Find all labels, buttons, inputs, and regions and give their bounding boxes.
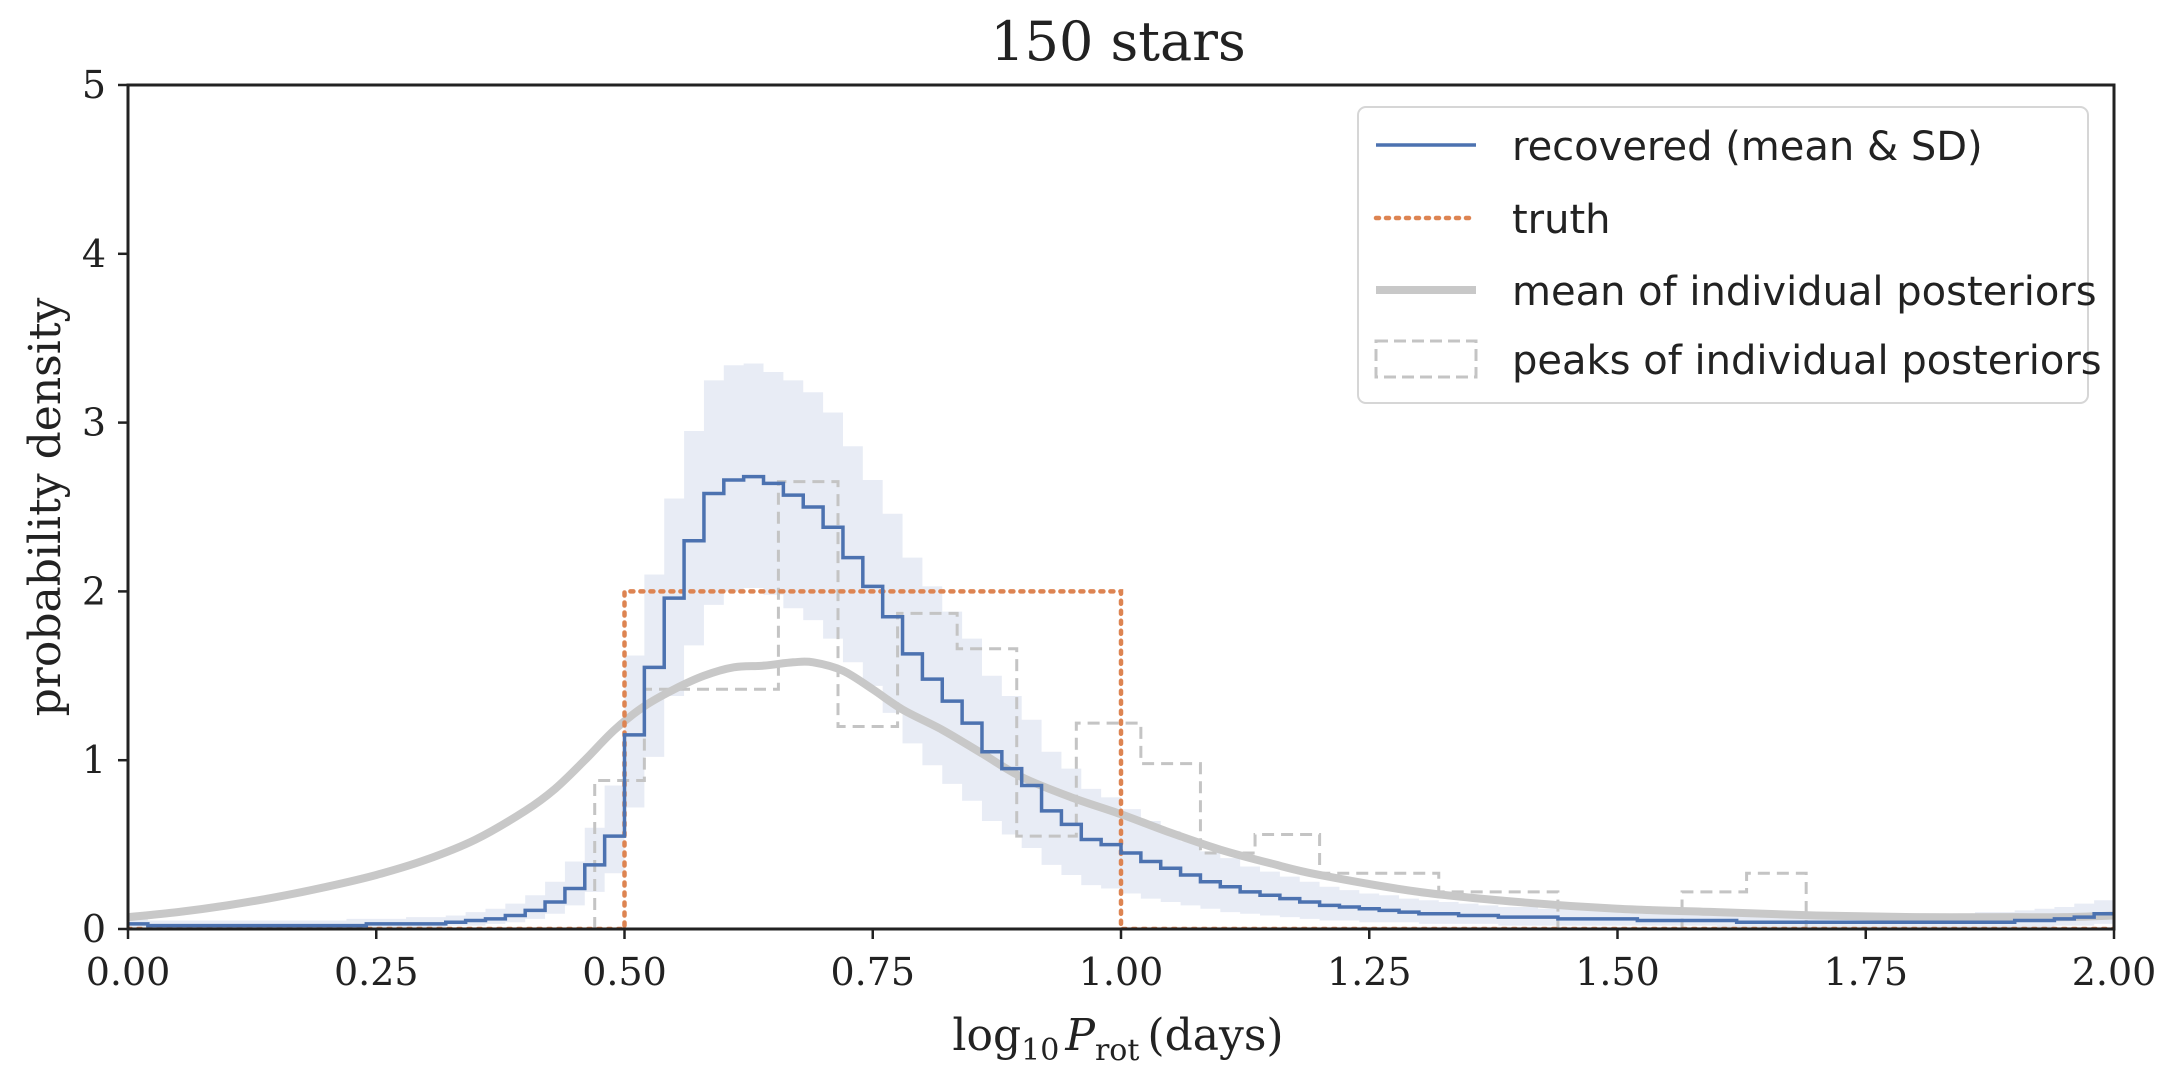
x-tick-label: 0.00 <box>86 950 171 994</box>
mean-posteriors-line <box>128 657 2114 922</box>
legend-label-recovered: recovered (mean & SD) <box>1512 124 1983 170</box>
x-tick-label: 1.25 <box>1327 950 1412 994</box>
y-tick-label: 3 <box>82 401 106 445</box>
chart-title: 150 stars <box>990 10 1245 73</box>
x-tick-label: 1.75 <box>1823 950 1908 994</box>
x-axis-label-sub: rot <box>1095 1033 1139 1068</box>
x-axis-label-base: 10 <box>1021 1033 1059 1068</box>
x-tick-label: 1.00 <box>1079 950 1164 994</box>
y-tick-label: 1 <box>82 738 106 782</box>
y-tick-label: 0 <box>82 907 106 951</box>
recovered-mean-step-line <box>128 474 2114 928</box>
x-axis-label-var: P <box>1064 1010 1096 1061</box>
peaks-step-line <box>593 480 1808 929</box>
axis-ticks: 0.00 0.25 0.50 0.75 1.00 1.25 1.50 1.75 2.00 0 1 2 3… <box>82 63 2156 994</box>
x-axis-label: log10 Prot (days) <box>952 1010 1283 1068</box>
legend-swatch-peaks <box>1374 339 1478 379</box>
y-tick-label: 5 <box>82 63 106 107</box>
x-tick-label: 0.50 <box>582 950 667 994</box>
legend-box <box>1357 106 2089 404</box>
y-axis-label: probability density <box>20 297 71 716</box>
x-tick-label: 0.75 <box>830 950 915 994</box>
x-tick-label: 1.50 <box>1575 950 1660 994</box>
x-axis-label-log: log <box>952 1010 1021 1061</box>
x-tick-label: 0.25 <box>334 950 419 994</box>
y-tick-label: 2 <box>82 569 106 613</box>
plot-area <box>128 363 2114 929</box>
legend: recovered (mean & SD) truth mean of indi… <box>1357 106 2102 404</box>
legend-label-truth: truth <box>1512 197 1611 243</box>
x-axis-label-unit: (days) <box>1147 1010 1283 1061</box>
x-tick-label: 2.00 <box>2072 950 2157 994</box>
legend-label-peaks: peaks of individual posteriors <box>1512 338 2102 384</box>
truth-step-line <box>128 589 2114 929</box>
y-tick-label: 4 <box>82 232 106 276</box>
legend-label-mean-posteriors: mean of individual posteriors <box>1512 269 2097 315</box>
axes-frame <box>126 83 2116 931</box>
